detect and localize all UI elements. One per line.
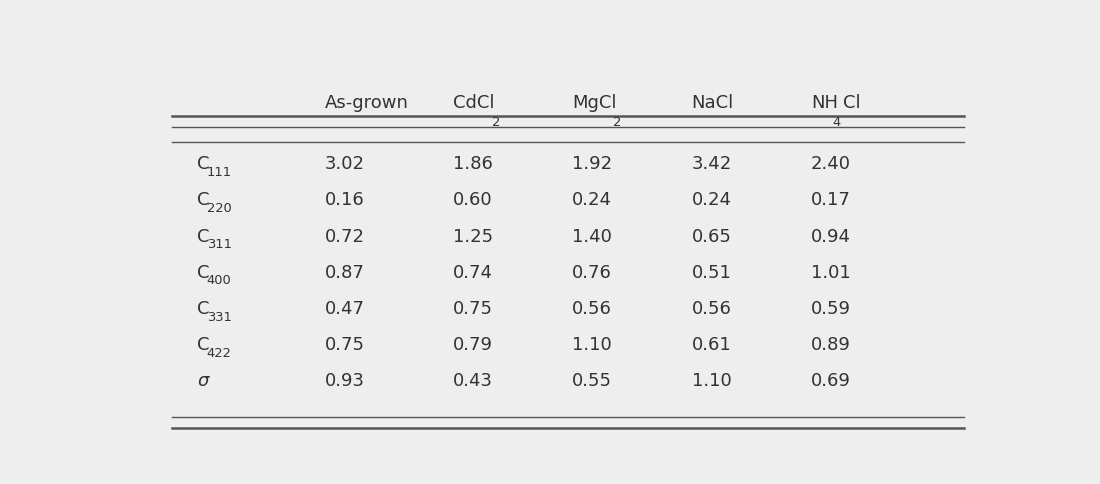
- Text: 0.24: 0.24: [692, 192, 732, 210]
- Text: 0.89: 0.89: [811, 336, 851, 354]
- Text: Cl: Cl: [844, 94, 861, 112]
- Text: 0.24: 0.24: [572, 192, 613, 210]
- Text: 1.10: 1.10: [572, 336, 612, 354]
- Text: 0.51: 0.51: [692, 264, 732, 282]
- Text: C: C: [197, 192, 210, 210]
- Text: 1.01: 1.01: [811, 264, 850, 282]
- Text: 0.75: 0.75: [326, 336, 365, 354]
- Text: 0.55: 0.55: [572, 372, 613, 390]
- Text: 1.92: 1.92: [572, 155, 613, 173]
- Text: C: C: [197, 155, 210, 173]
- Text: 0.60: 0.60: [453, 192, 493, 210]
- Text: NaCl: NaCl: [692, 94, 734, 112]
- Text: 111: 111: [207, 166, 232, 179]
- Text: 0.56: 0.56: [572, 300, 613, 318]
- Text: 4: 4: [833, 116, 840, 129]
- Text: 0.69: 0.69: [811, 372, 851, 390]
- Text: 0.65: 0.65: [692, 227, 732, 245]
- Text: 2.40: 2.40: [811, 155, 851, 173]
- Text: 3.42: 3.42: [692, 155, 732, 173]
- Text: 0.79: 0.79: [453, 336, 493, 354]
- Text: 0.16: 0.16: [326, 192, 365, 210]
- Text: 0.43: 0.43: [453, 372, 493, 390]
- Text: 0.59: 0.59: [811, 300, 851, 318]
- Text: 331: 331: [207, 311, 231, 324]
- Text: C: C: [197, 227, 210, 245]
- Text: 1.10: 1.10: [692, 372, 732, 390]
- Text: As-grown: As-grown: [326, 94, 409, 112]
- Text: 0.72: 0.72: [326, 227, 365, 245]
- Text: 1.40: 1.40: [572, 227, 613, 245]
- Text: CdCl: CdCl: [453, 94, 494, 112]
- Text: 311: 311: [207, 238, 232, 251]
- Text: 0.75: 0.75: [453, 300, 493, 318]
- Text: C: C: [197, 300, 210, 318]
- Text: σ: σ: [197, 372, 209, 390]
- Text: C: C: [197, 264, 210, 282]
- Text: 0.74: 0.74: [453, 264, 493, 282]
- Text: 0.17: 0.17: [811, 192, 851, 210]
- Text: 3.02: 3.02: [326, 155, 365, 173]
- Text: 0.93: 0.93: [326, 372, 365, 390]
- Text: MgCl: MgCl: [572, 94, 617, 112]
- Text: 1.25: 1.25: [453, 227, 493, 245]
- Text: C: C: [197, 336, 210, 354]
- Text: 422: 422: [207, 347, 231, 360]
- Text: 0.94: 0.94: [811, 227, 851, 245]
- Text: 2: 2: [492, 116, 500, 129]
- Text: 400: 400: [207, 274, 231, 287]
- Text: 0.47: 0.47: [326, 300, 365, 318]
- Text: 1.86: 1.86: [453, 155, 493, 173]
- Text: 220: 220: [207, 202, 231, 215]
- Text: 0.61: 0.61: [692, 336, 732, 354]
- Text: NH: NH: [811, 94, 838, 112]
- Text: 0.76: 0.76: [572, 264, 613, 282]
- Text: 0.87: 0.87: [326, 264, 365, 282]
- Text: 2: 2: [613, 116, 621, 129]
- Text: 0.56: 0.56: [692, 300, 732, 318]
